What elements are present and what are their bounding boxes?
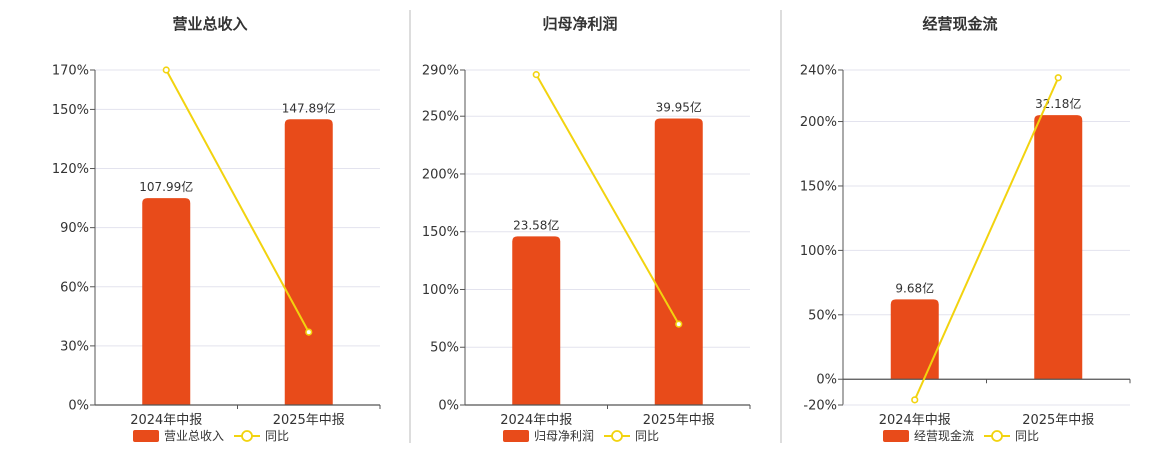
yoy-line [913,77,1060,401]
y-tick-label: 30% [60,339,89,354]
chart-title: 经营现金流 [922,15,997,33]
legend-bar-swatch [503,430,529,442]
bar-data-label: 9.68亿 [895,280,934,295]
legend-bar-label: 营业总收入 [164,429,224,443]
bar-data-label: 107.99亿 [139,179,193,194]
bar [1034,115,1083,380]
bar-data-label: 147.89亿 [282,100,336,115]
yoy-line [165,69,310,333]
y-tick-label: 200% [422,167,459,182]
y-tick-label: 0% [68,399,89,414]
x-category-label: 2025年中报 [273,413,345,428]
bar-data-label: 39.95亿 [656,100,702,115]
legend-line-label: 同比 [1015,429,1039,443]
y-tick-label: 200% [800,115,837,130]
y-tick-label: 0% [816,373,837,388]
y-tick-label: 90% [60,221,89,236]
y-tick-label: 240% [800,64,837,79]
legend-line-label: 同比 [265,429,289,443]
y-tick-label: 100% [800,244,837,259]
yoy-point [1054,74,1062,82]
y-tick-label: -20% [803,399,837,414]
bar [654,118,703,405]
chart-title: 归母净利润 [542,15,617,33]
y-tick-label: 170% [52,64,89,79]
y-tick-label: 120% [52,162,89,177]
legend-line-label: 同比 [635,429,659,443]
legend-bar-swatch [133,430,159,442]
yoy-line [535,74,680,325]
y-tick-label: 250% [422,110,459,125]
chart-title: 营业总收入 [172,15,247,33]
legend-line-marker [611,430,623,442]
legend-line-marker [991,430,1003,442]
y-tick-label: 150% [52,103,89,118]
legend-bar-swatch [883,430,909,442]
x-category-label: 2025年中报 [643,413,715,428]
legend-bar-label: 经营现金流 [914,428,974,443]
legend-bar-label: 归母净利润 [534,429,594,443]
yoy-point [162,66,170,74]
bar [512,236,561,405]
y-tick-label: 50% [430,341,459,356]
y-tick-label: 150% [800,179,837,194]
legend-line-marker [241,430,253,442]
x-category-label: 2024年中报 [879,413,951,428]
bar [890,299,939,380]
yoy-point [532,71,540,79]
y-tick-label: 50% [808,308,837,323]
yoy-point [911,396,919,404]
x-category-label: 2024年中报 [130,413,202,428]
y-tick-label: 100% [422,283,459,298]
yoy-point [305,328,313,336]
bar-data-label: 23.58亿 [513,217,559,232]
yoy-point [675,320,683,328]
y-tick-label: 290% [422,64,459,79]
y-tick-label: 150% [422,225,459,240]
x-category-label: 2025年中报 [1022,413,1094,428]
y-tick-label: 0% [438,399,459,414]
y-tick-label: 60% [60,280,89,295]
bar-data-label: 32.18亿 [1035,96,1081,111]
x-category-label: 2024年中报 [500,413,572,428]
bar [142,198,191,405]
bar [284,119,333,405]
